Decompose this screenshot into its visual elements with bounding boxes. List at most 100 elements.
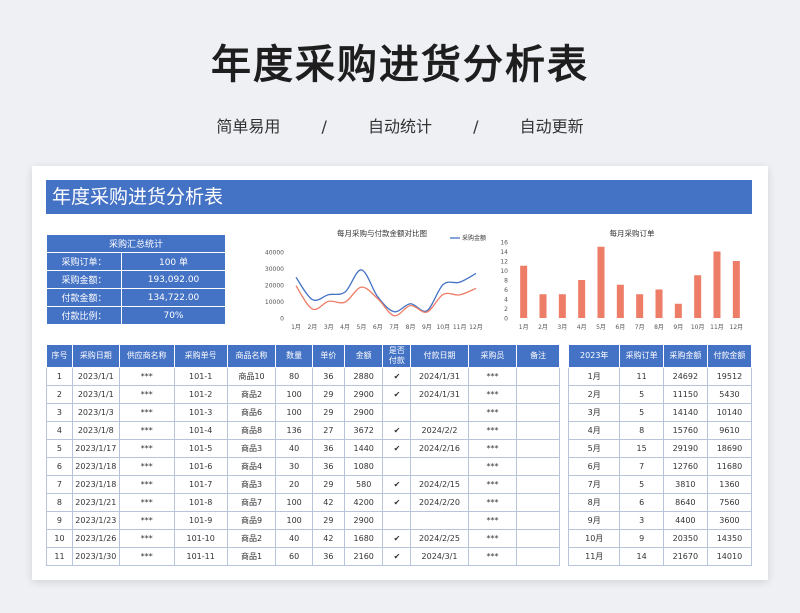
table-cell[interactable]: 20350 bbox=[662, 529, 708, 548]
table-cell[interactable]: 9 bbox=[46, 511, 73, 530]
table-cell[interactable]: *** bbox=[467, 457, 518, 476]
table-cell[interactable]: 2900 bbox=[343, 403, 384, 422]
table-cell[interactable]: *** bbox=[118, 421, 175, 440]
table-cell[interactable]: *** bbox=[118, 385, 175, 404]
table-cell[interactable]: 8 bbox=[46, 493, 73, 512]
table-cell[interactable]: ✔ bbox=[382, 439, 412, 458]
column-header[interactable]: 采购日期 bbox=[71, 344, 120, 368]
table-cell[interactable] bbox=[382, 511, 412, 530]
table-cell[interactable]: 11 bbox=[619, 367, 664, 386]
table-cell[interactable]: *** bbox=[118, 439, 175, 458]
table-cell[interactable]: 15 bbox=[619, 439, 664, 458]
summary-value[interactable]: 70% bbox=[121, 306, 226, 325]
table-cell[interactable]: 29 bbox=[311, 403, 345, 422]
column-header[interactable]: 是否 付款 bbox=[382, 344, 412, 368]
table-cell[interactable]: 24692 bbox=[662, 367, 708, 386]
line-chart[interactable]: 每月采购与付款金额对比图 40000 30000 20000 10000 0 1月 2月 3月 4… bbox=[254, 226, 494, 336]
column-header[interactable]: 备注 bbox=[516, 344, 560, 368]
summary-value[interactable]: 193,092.00 bbox=[121, 270, 226, 289]
table-cell[interactable]: 14 bbox=[619, 547, 664, 566]
table-cell[interactable]: 9610 bbox=[706, 421, 753, 440]
table-cell[interactable]: 101-9 bbox=[173, 511, 228, 530]
table-cell[interactable]: 2900 bbox=[343, 511, 384, 530]
table-cell[interactable]: 101-8 bbox=[173, 493, 228, 512]
table-cell[interactable]: 2023/1/26 bbox=[71, 529, 120, 548]
table-cell[interactable]: 7月 bbox=[567, 475, 621, 494]
table-cell[interactable]: 11 bbox=[46, 547, 73, 566]
table-cell[interactable]: 19512 bbox=[706, 367, 753, 386]
table-cell[interactable]: 14140 bbox=[662, 403, 708, 422]
table-cell[interactable]: 1080 bbox=[343, 457, 384, 476]
table-cell[interactable]: 3 bbox=[46, 403, 73, 422]
table-cell[interactable]: ✔ bbox=[382, 529, 412, 548]
table-cell[interactable]: ✔ bbox=[382, 385, 412, 404]
table-cell[interactable]: 10140 bbox=[706, 403, 753, 422]
table-cell[interactable]: 商品9 bbox=[226, 511, 277, 530]
table-cell[interactable]: 商品2 bbox=[226, 385, 277, 404]
table-cell[interactable]: 11150 bbox=[662, 385, 708, 404]
table-cell[interactable]: 6月 bbox=[567, 457, 621, 476]
table-cell[interactable]: 8月 bbox=[567, 493, 621, 512]
table-cell[interactable]: *** bbox=[118, 403, 175, 422]
table-cell[interactable]: 2160 bbox=[343, 547, 384, 566]
table-cell[interactable]: 7 bbox=[619, 457, 664, 476]
table-cell[interactable] bbox=[516, 511, 560, 530]
table-cell[interactable]: ✔ bbox=[382, 547, 412, 566]
table-cell[interactable]: 8640 bbox=[662, 493, 708, 512]
table-cell[interactable]: 101-1 bbox=[173, 367, 228, 386]
table-cell[interactable]: *** bbox=[467, 511, 518, 530]
table-cell[interactable]: 30 bbox=[275, 457, 313, 476]
table-cell[interactable]: 27 bbox=[311, 421, 345, 440]
table-cell[interactable]: 2024/1/31 bbox=[410, 385, 469, 404]
table-cell[interactable]: 100 bbox=[275, 385, 313, 404]
table-cell[interactable]: 2024/2/16 bbox=[410, 439, 469, 458]
table-cell[interactable]: 7560 bbox=[706, 493, 753, 512]
table-cell[interactable]: 1月 bbox=[567, 367, 621, 386]
table-cell[interactable]: 101-4 bbox=[173, 421, 228, 440]
table-cell[interactable]: *** bbox=[467, 493, 518, 512]
column-header[interactable]: 采购金额 bbox=[662, 344, 708, 368]
table-cell[interactable]: 2024/2/25 bbox=[410, 529, 469, 548]
table-cell[interactable] bbox=[516, 457, 560, 476]
table-cell[interactable]: 10月 bbox=[567, 529, 621, 548]
table-cell[interactable]: *** bbox=[118, 547, 175, 566]
table-cell[interactable]: 29190 bbox=[662, 439, 708, 458]
table-cell[interactable]: 40 bbox=[275, 529, 313, 548]
table-cell[interactable]: 6 bbox=[619, 493, 664, 512]
table-cell[interactable]: 2900 bbox=[343, 385, 384, 404]
table-cell[interactable]: 14350 bbox=[706, 529, 753, 548]
table-cell[interactable]: *** bbox=[118, 493, 175, 512]
bar-chart[interactable]: 每月采购订单 16 14 12 10 8 6 4 2 0 1月 2月 3月 4月 5月 6月 7月 8月 9月 10月… bbox=[492, 226, 752, 336]
column-header[interactable]: 金额 bbox=[343, 344, 384, 368]
column-header[interactable]: 采购单号 bbox=[173, 344, 228, 368]
column-header[interactable]: 采购订单 bbox=[619, 344, 664, 368]
table-cell[interactable]: 2024/2/2 bbox=[410, 421, 469, 440]
table-cell[interactable]: 11680 bbox=[706, 457, 753, 476]
table-cell[interactable] bbox=[410, 403, 469, 422]
table-cell[interactable] bbox=[516, 421, 560, 440]
table-cell[interactable] bbox=[382, 403, 412, 422]
table-cell[interactable]: 4200 bbox=[343, 493, 384, 512]
table-cell[interactable]: 136 bbox=[275, 421, 313, 440]
table-cell[interactable]: 42 bbox=[311, 493, 345, 512]
table-cell[interactable]: *** bbox=[118, 511, 175, 530]
column-header[interactable]: 付款金额 bbox=[706, 344, 753, 368]
table-cell[interactable]: 20 bbox=[275, 475, 313, 494]
table-cell[interactable] bbox=[516, 493, 560, 512]
table-cell[interactable]: 2 bbox=[46, 385, 73, 404]
table-cell[interactable]: 1440 bbox=[343, 439, 384, 458]
column-header[interactable]: 供应商名称 bbox=[118, 344, 175, 368]
table-cell[interactable]: 29 bbox=[311, 385, 345, 404]
table-cell[interactable]: 5 bbox=[619, 403, 664, 422]
table-cell[interactable]: *** bbox=[467, 385, 518, 404]
table-cell[interactable]: 6 bbox=[46, 457, 73, 476]
table-cell[interactable]: 5430 bbox=[706, 385, 753, 404]
table-cell[interactable]: ✔ bbox=[382, 493, 412, 512]
table-cell[interactable]: *** bbox=[118, 475, 175, 494]
table-cell[interactable]: 80 bbox=[275, 367, 313, 386]
table-cell[interactable]: 36 bbox=[311, 457, 345, 476]
table-cell[interactable]: *** bbox=[467, 403, 518, 422]
table-cell[interactable]: 42 bbox=[311, 529, 345, 548]
table-cell[interactable]: 29 bbox=[311, 475, 345, 494]
summary-value[interactable]: 100 单 bbox=[121, 252, 226, 271]
